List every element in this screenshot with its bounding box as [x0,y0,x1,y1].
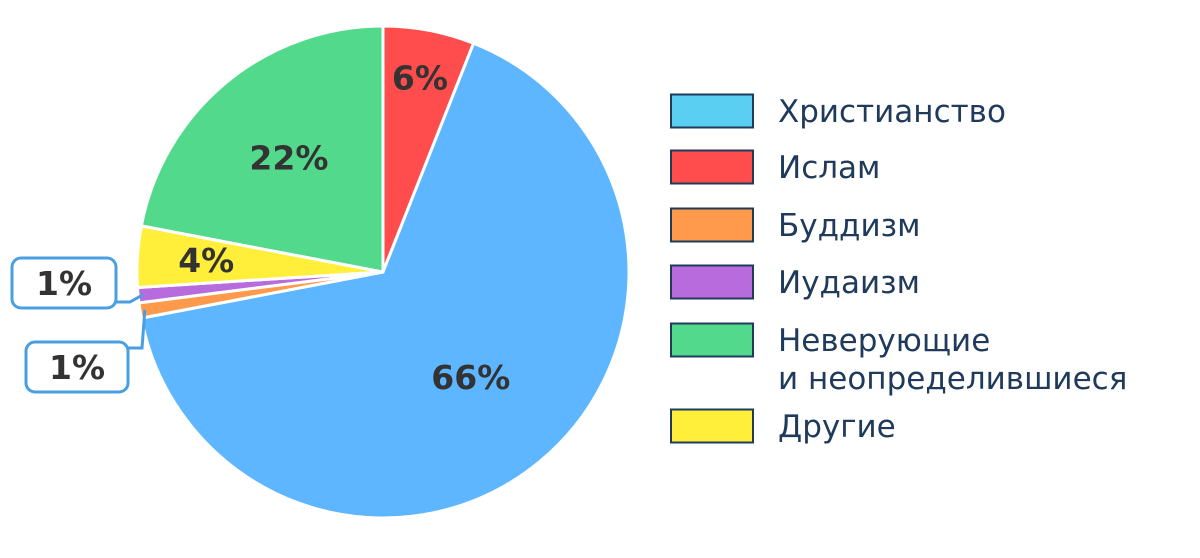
legend-item-islam: Ислам [670,149,880,186]
data-label-christianity: 66% [431,358,510,397]
callout-leader-line [116,293,144,304]
legend-swatch [670,149,754,185]
legend-label: Христианство [778,94,1006,130]
pie-slice-nonreligious [139,24,385,274]
legend-swatch [670,264,754,300]
legend: Христианство Ислам Буддизм Иудаизм Неверующи… [670,93,1127,445]
legend-swatch [670,408,754,444]
data-label-judaism: 1% [36,264,92,303]
legend-item-others: Другие [670,408,896,445]
legend-swatch [670,322,754,358]
legend-label: Иудаизм [778,265,920,301]
legend-label: Другие [778,409,896,445]
callout-judaism: 1% [10,256,144,310]
data-label-others: 4% [178,241,234,280]
callout-leader-line [128,309,147,350]
data-label-nonreligious: 22% [249,138,328,177]
legend-label: Ислам [778,150,880,186]
data-label-islam: 6% [392,59,448,98]
legend-item-buddhism: Буддизм [670,207,921,244]
pie-slice-christianity [139,41,631,520]
legend-label: и неопределившиеся [778,361,1127,397]
callout-box [10,256,118,310]
legend-item-judaism: Иудаизм [670,264,920,301]
callout-buddhism: 1% [24,309,147,394]
legend-item-christianity: Христианство [670,93,1006,130]
legend-label: Буддизм [778,208,921,244]
callout-box [24,340,130,394]
legend-swatch [670,207,754,243]
pie-slices [135,24,631,520]
legend-swatch [670,93,754,129]
pie-data-labels: 6% 66% 1% 1% 4% 22% [10,59,510,397]
data-label-buddhism: 1% [49,348,105,387]
legend-label: Неверующие [778,323,990,359]
